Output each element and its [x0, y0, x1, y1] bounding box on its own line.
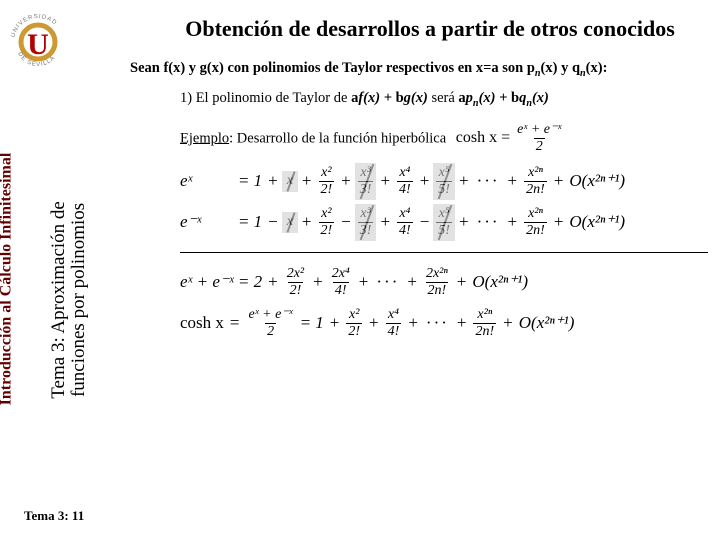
divider [180, 252, 708, 253]
slide-body: 1) El polinomio de Taylor de af(x) + bg(… [180, 90, 708, 349]
cosh-lhs: cosh x [456, 129, 497, 147]
slide-footer: Tema 3: 11 [24, 508, 84, 524]
item1-mid2: g(x) [404, 90, 428, 106]
example-text: : Desarrollo de la función hiperbólica [229, 130, 446, 146]
item1-p1: p [466, 90, 473, 106]
cosh-num: eˣ + e⁻ˣ [515, 123, 563, 138]
slide-title: Obtención de desarrollos a partir de otr… [150, 16, 710, 42]
series-emx: e⁻ˣ=1−x+x²2!−x³3!+x⁴4!−x⁵5!+···+x²ⁿ2n!+O… [180, 207, 708, 238]
subtitle-part1: Sean f(x) y g(x) con polinomios de Taylo… [130, 60, 535, 76]
item1-p4: (x) [532, 90, 549, 106]
cosh-def: cosh x = eˣ + e⁻ˣ2 [456, 123, 565, 154]
item1-mid: f(x) + [358, 90, 395, 106]
item-1: 1) El polinomio de Taylor de af(x) + bg(… [180, 90, 708, 109]
example-line: Ejemplo: Desarrollo de la función hiperb… [180, 123, 708, 154]
series-ex: eˣ=1+x+x²2!+x³3!+x⁴4!+x⁵5!+···+x²ⁿ2n!+O(… [180, 166, 708, 197]
example-label: Ejemplo [180, 130, 229, 146]
slide-subtitle: Sean f(x) y g(x) con polinomios de Taylo… [130, 60, 710, 79]
sidebar-topic-l1: Tema 3: Aproximación de [48, 201, 69, 399]
series-sum: eˣ + e⁻ˣ=2+2x²2!+2x⁴4!+···+2x²ⁿ2n!+O(x²ⁿ… [180, 267, 708, 298]
cosh-den: 2 [534, 138, 545, 154]
university-logo: UNIVERSIDAD U DE SEVILLA [8, 8, 68, 77]
item1-p2: (x) + [479, 90, 511, 106]
item1-pre: 1) El polinomio de Taylor de [180, 90, 351, 106]
series-cosh: cosh x=eˣ + e⁻ˣ2=1+x²2!+x⁴4!+···+x²ⁿ2n!+… [180, 308, 708, 339]
subtitle-part3: (x): [586, 60, 608, 76]
sidebar-topic-l2: funciones por polinomios [68, 203, 89, 397]
item1-sera: será [428, 90, 459, 106]
subtitle-part2: (x) y q [541, 60, 580, 76]
svg-text:U: U [27, 28, 49, 61]
sidebar-course: Introducción al Cálculo Infinitesimal [0, 153, 15, 406]
sidebar-topic: Tema 3: Aproximación de funciones por po… [49, 201, 89, 399]
